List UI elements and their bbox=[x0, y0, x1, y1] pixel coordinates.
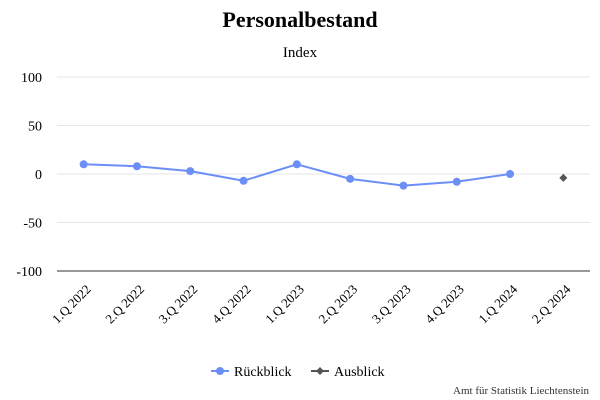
data-point[interactable] bbox=[399, 181, 408, 190]
x-tick-label: 1.Q 2024 bbox=[475, 281, 520, 326]
x-tick-label: 4.Q 2022 bbox=[209, 282, 254, 327]
y-tick-label: 100 bbox=[21, 71, 42, 86]
legend: Rückblick Ausblick bbox=[211, 365, 385, 380]
y-tick-label: -100 bbox=[16, 265, 42, 280]
y-axis-ticks: 100 50 0 -50 -100 bbox=[16, 71, 42, 280]
series-layer bbox=[79, 160, 568, 190]
data-point[interactable] bbox=[452, 177, 461, 186]
legend-rueckblick-label: Rückblick bbox=[234, 365, 292, 380]
x-axis-ticks: 1.Q 2022 2.Q 2022 3.Q 2022 4.Q 2022 1.Q 2023… bbox=[49, 281, 574, 326]
data-point[interactable] bbox=[559, 173, 568, 182]
x-tick-label: 3.Q 2023 bbox=[369, 282, 414, 327]
x-tick-label: 1.Q 2022 bbox=[49, 282, 94, 327]
legend-rueckblick-marker bbox=[216, 367, 224, 375]
legend-ausblick-marker bbox=[316, 367, 324, 375]
x-tick-label: 2.Q 2022 bbox=[102, 282, 147, 327]
data-point[interactable] bbox=[346, 174, 355, 183]
data-point[interactable] bbox=[79, 160, 88, 169]
x-tick-label: 2.Q 2023 bbox=[315, 282, 360, 327]
data-point[interactable] bbox=[186, 167, 195, 176]
data-point[interactable] bbox=[506, 170, 515, 178]
data-point[interactable] bbox=[132, 162, 141, 171]
data-point[interactable] bbox=[292, 160, 301, 169]
chart-title: Personalbestand bbox=[222, 7, 377, 32]
x-tick-label: 4.Q 2023 bbox=[422, 282, 467, 327]
legend-item-ausblick[interactable]: Ausblick bbox=[311, 365, 385, 380]
x-tick-label: 1.Q 2023 bbox=[262, 282, 307, 327]
y-tick-label: 50 bbox=[28, 120, 42, 135]
legend-item-rueckblick[interactable]: Rückblick bbox=[211, 365, 292, 380]
chart-subtitle: Index bbox=[283, 45, 318, 61]
x-tick-label: 2.Q 2024 bbox=[529, 281, 574, 326]
chart-credit[interactable]: Amt für Statistik Liechtenstein bbox=[453, 385, 589, 397]
grid-lines bbox=[57, 76, 590, 272]
x-tick-label: 3.Q 2022 bbox=[156, 282, 201, 327]
y-tick-label: -50 bbox=[23, 217, 42, 232]
legend-ausblick-label: Ausblick bbox=[334, 365, 385, 380]
y-tick-label: 0 bbox=[35, 168, 42, 183]
data-point[interactable] bbox=[239, 176, 248, 185]
